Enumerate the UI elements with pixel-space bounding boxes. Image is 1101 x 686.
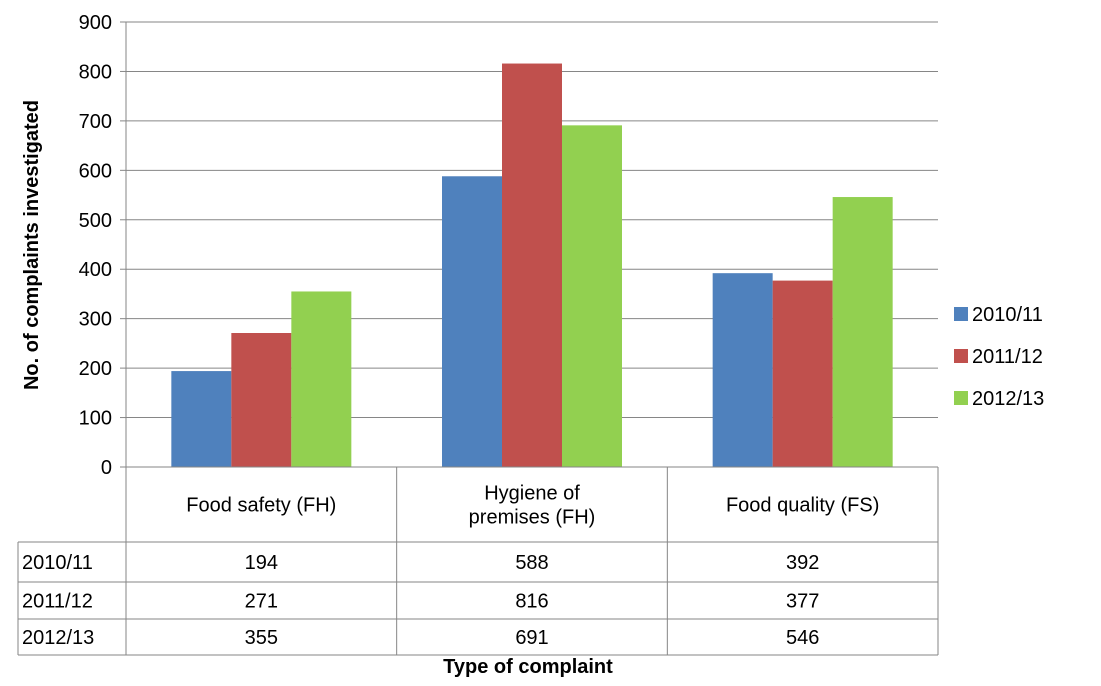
legend-label: 2011/12 bbox=[972, 346, 1043, 368]
y-tick-label: 100 bbox=[79, 408, 112, 430]
category-label: Food quality (FS) bbox=[726, 495, 879, 517]
table-cell-value: 377 bbox=[786, 591, 819, 613]
bar-2011-12-cat1 bbox=[231, 333, 292, 467]
table-cell-value: 392 bbox=[786, 552, 819, 574]
y-tick-labels: 0 100 200 300 400 500 600 700 800 900 bbox=[79, 12, 112, 479]
category-label: Food safety (FH) bbox=[186, 495, 336, 517]
y-axis-title: No. of complaints investigated bbox=[21, 100, 43, 390]
table-row-label: 2011/12 bbox=[22, 591, 93, 613]
y-tick-label: 700 bbox=[79, 111, 112, 133]
y-tick-label: 600 bbox=[79, 160, 112, 182]
y-tick-label: 500 bbox=[79, 210, 112, 232]
legend-label: 2012/13 bbox=[972, 388, 1044, 410]
bar-2012-13-cat1 bbox=[291, 291, 352, 467]
bar-2011-12-cat2 bbox=[502, 63, 562, 468]
y-tick-label: 200 bbox=[79, 358, 112, 380]
table-cell-value: 588 bbox=[515, 552, 548, 574]
table-cell-value: 194 bbox=[245, 552, 278, 574]
y-tick-label: 0 bbox=[101, 457, 112, 479]
category-label: Hygiene of bbox=[484, 483, 580, 505]
bar-2010-11-cat2 bbox=[442, 176, 502, 467]
table-row-label: 2012/13 bbox=[22, 627, 94, 649]
table-row-label: 2010/11 bbox=[22, 552, 93, 574]
bar-2012-13-cat2 bbox=[562, 125, 622, 467]
bar-2010-11-cat1 bbox=[171, 371, 232, 467]
category-label: premises (FH) bbox=[469, 507, 596, 529]
x-axis-title: Type of complaint bbox=[443, 656, 613, 678]
table-cell-value: 546 bbox=[786, 627, 819, 649]
bar-2010-11-cat3 bbox=[712, 273, 773, 467]
legend: 2010/11 2011/12 2012/13 bbox=[954, 304, 1044, 410]
table-cell-value: 816 bbox=[515, 591, 548, 613]
y-tick-label: 300 bbox=[79, 309, 112, 331]
y-tick-label: 400 bbox=[79, 259, 112, 281]
bar-2011-12-cat3 bbox=[772, 280, 833, 467]
legend-swatch bbox=[954, 307, 968, 321]
legend-swatch bbox=[954, 349, 968, 363]
table-cell-value: 691 bbox=[515, 627, 548, 649]
legend-swatch bbox=[954, 391, 968, 405]
legend-label: 2010/11 bbox=[972, 304, 1043, 326]
bar-2012-13-cat3 bbox=[832, 197, 893, 468]
y-tick-label: 900 bbox=[79, 12, 112, 34]
table-cell-value: 355 bbox=[245, 627, 278, 649]
table-cell-value: 271 bbox=[245, 591, 278, 613]
bars bbox=[171, 63, 893, 468]
y-tick-label: 800 bbox=[79, 61, 112, 83]
